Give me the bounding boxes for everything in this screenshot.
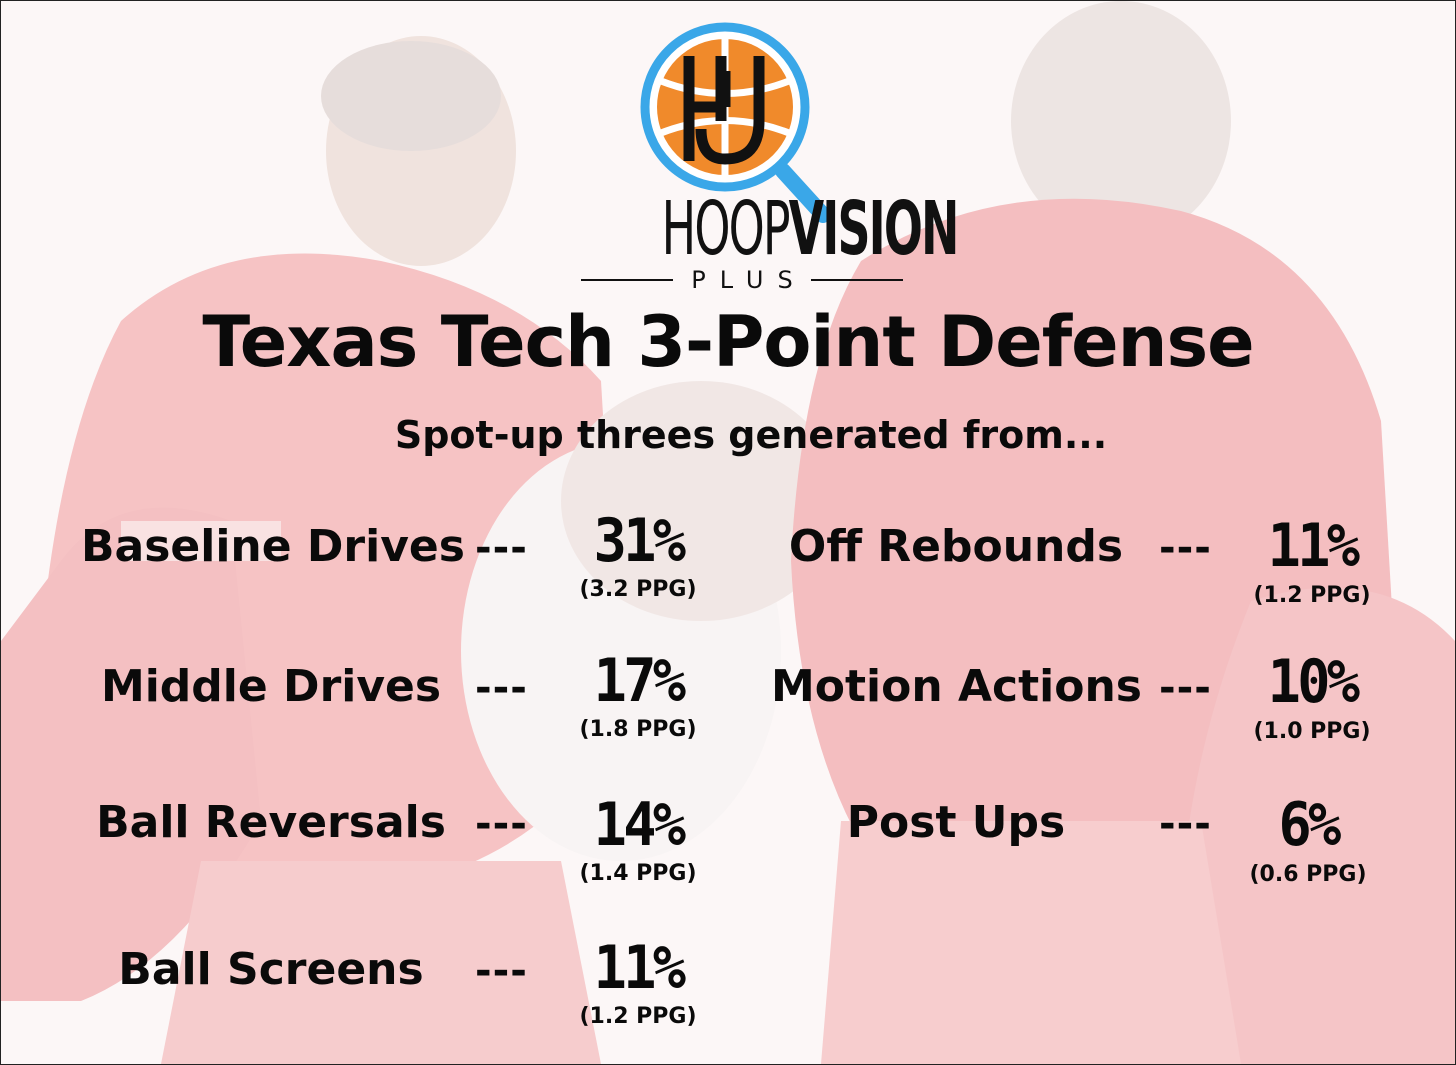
hoopvision-logo-icon [640,22,831,223]
stat-percent: 17% [593,646,686,716]
stat-label: Motion Actions [771,661,1142,712]
stat-label: Ball Screens [118,944,424,995]
stat-label: Off Rebounds [788,521,1124,572]
divider-right [810,279,904,281]
page-title: Texas Tech 3-Point Defense [202,301,1254,383]
stat-ppg: (1.2 PPG) [579,1004,697,1029]
divider-left [581,279,674,281]
stat-percent: 11% [1267,511,1360,581]
brand-name-light: HOOP [661,186,791,272]
stat-percent: 14% [593,790,686,860]
stat-label: Post Ups [846,797,1066,848]
stat-percent: 6% [1278,790,1341,860]
stat-percent: 11% [593,933,686,1003]
stat-label: Middle Drives [100,661,442,712]
stat-ppg: (0.6 PPG) [1249,862,1367,887]
stat-separator: --- [475,665,528,711]
stat-label: Baseline Drives [81,521,465,572]
stat-separator: --- [1159,801,1212,847]
brand-sub: PLUS [691,266,807,294]
stat-percent: 10% [1267,647,1360,717]
stat-separator: --- [475,525,528,571]
stat-ppg: (3.2 PPG) [579,577,697,602]
brand-sub-row: PLUS [581,263,904,297]
stat-ppg: (1.0 PPG) [1253,719,1371,744]
brand-name-bold: VISION [788,186,960,272]
stat-separator: --- [1159,665,1212,711]
stat-ppg: (1.2 PPG) [1253,583,1371,608]
stat-separator: --- [1159,525,1212,571]
stat-separator: --- [475,948,528,994]
brand-wordmark: HOOPVISION [571,186,960,272]
stat-separator: --- [475,801,528,847]
stat-ppg: (1.8 PPG) [579,717,697,742]
stat-percent: 31% [593,506,686,576]
stat-label: Ball Reversals [96,797,446,848]
page-subtitle: Spot-up threes generated from... [394,413,1108,457]
stat-ppg: (1.4 PPG) [579,861,697,886]
